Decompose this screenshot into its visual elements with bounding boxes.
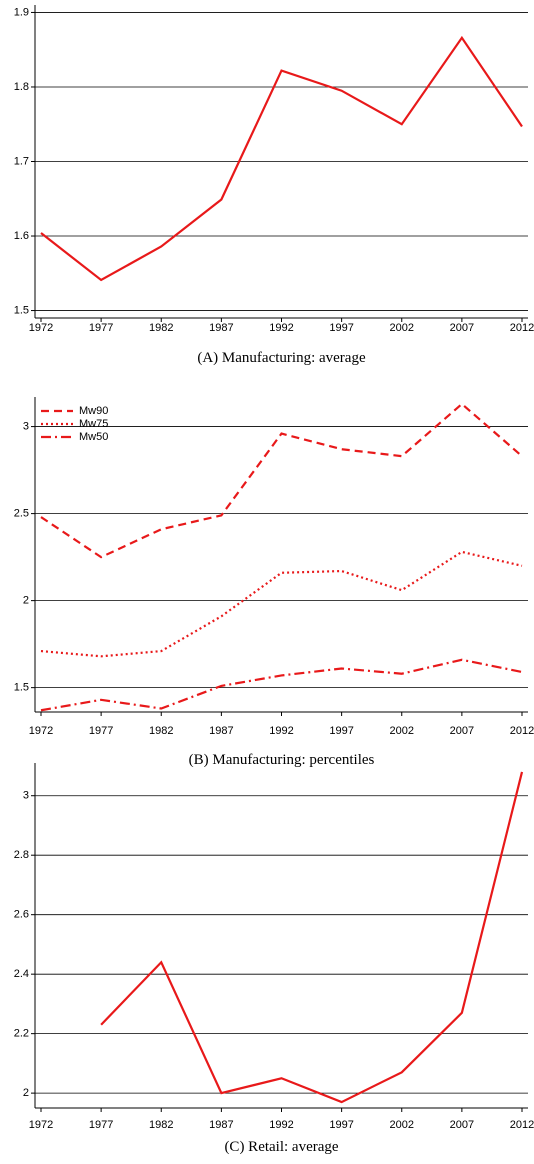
x-tick-label: 2007 <box>450 725 474 737</box>
x-tick-label: 1987 <box>209 1119 233 1131</box>
legend-label: Mw50 <box>79 431 108 443</box>
y-tick-label: 2.5 <box>14 508 29 520</box>
x-tick-label: 1997 <box>329 725 353 737</box>
x-tick-label: 1992 <box>269 322 293 334</box>
y-tick-label: 1.8 <box>14 81 29 93</box>
chart-caption: (A) Manufacturing: average <box>197 350 366 366</box>
data-line <box>40 402 523 559</box>
x-tick-label: 2007 <box>450 322 474 334</box>
y-tick-label: 1.9 <box>14 6 29 18</box>
x-tick-label: 1992 <box>269 1119 293 1131</box>
y-tick-label: 3 <box>23 790 29 802</box>
y-tick-label: 3 <box>23 420 29 432</box>
y-tick-label: 2.6 <box>14 909 29 921</box>
x-tick-label: 1972 <box>29 1119 53 1131</box>
data-line <box>100 771 524 1104</box>
x-tick-label: 1992 <box>269 725 293 737</box>
x-tick-label: 1982 <box>149 322 173 334</box>
x-tick-label: 1977 <box>89 322 113 334</box>
chart-caption: (C) Retail: average <box>224 1139 338 1155</box>
data-line <box>40 658 523 712</box>
x-tick-label: 2007 <box>450 1119 474 1131</box>
y-tick-label: 1.6 <box>14 230 29 242</box>
x-tick-label: 1987 <box>209 322 233 334</box>
y-tick-label: 2.2 <box>14 1028 29 1040</box>
y-tick-label: 2 <box>23 1087 29 1099</box>
data-line <box>40 35 523 282</box>
x-tick-label: 1987 <box>209 725 233 737</box>
y-tick-label: 1.7 <box>14 155 29 167</box>
x-tick-label: 1982 <box>149 1119 173 1131</box>
x-tick-label: 1977 <box>89 725 113 737</box>
x-tick-label: 2002 <box>390 322 414 334</box>
x-tick-label: 1982 <box>149 725 173 737</box>
y-tick-label: 2.8 <box>14 849 29 861</box>
x-tick-label: 1972 <box>29 725 53 737</box>
x-tick-label: 1997 <box>329 322 353 334</box>
x-tick-label: 2012 <box>510 322 534 334</box>
y-tick-label: 2 <box>23 595 29 607</box>
chart-caption: (B) Manufacturing: percentiles <box>189 752 375 768</box>
x-tick-label: 1977 <box>89 1119 113 1131</box>
data-line <box>40 550 523 658</box>
y-tick-label: 1.5 <box>14 682 29 694</box>
y-tick-label: 1.5 <box>14 304 29 316</box>
y-tick-label: 2.4 <box>14 968 29 980</box>
legend-label: Mw75 <box>79 418 108 430</box>
x-tick-label: 1972 <box>29 322 53 334</box>
x-tick-label: 2002 <box>390 1119 414 1131</box>
x-tick-label: 1997 <box>329 1119 353 1131</box>
legend-label: Mw90 <box>79 405 108 417</box>
x-tick-label: 2012 <box>510 1119 534 1131</box>
x-tick-label: 2002 <box>390 725 414 737</box>
x-tick-label: 2012 <box>510 725 534 737</box>
